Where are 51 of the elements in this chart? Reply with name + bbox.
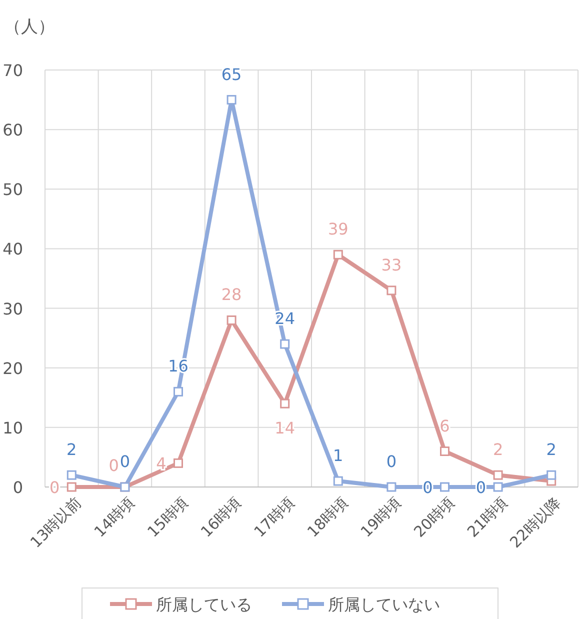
data-label: 6: [440, 416, 450, 436]
point: [546, 470, 556, 480]
x-tick-label: 15時頃: [144, 493, 192, 541]
point: [226, 95, 236, 105]
data-label: 2: [546, 440, 556, 460]
point: [493, 482, 503, 492]
point: [333, 476, 343, 486]
point: [66, 482, 76, 492]
data-label: 33: [381, 255, 402, 274]
y-axis-title: （人）: [4, 17, 55, 37]
point: [440, 482, 450, 492]
point: [280, 339, 290, 349]
legend-label: 所属している: [156, 595, 252, 614]
data-label: 28: [221, 285, 242, 304]
data-label: 65: [221, 64, 242, 84]
y-tick-label: 30: [2, 299, 23, 318]
x-tick-label: 13時以前: [26, 493, 85, 552]
x-tick-label: 16時頃: [197, 493, 245, 541]
y-tick-label: 0: [12, 478, 23, 497]
data-label: 2: [66, 440, 77, 460]
data-label: 4: [156, 454, 166, 474]
point: [174, 386, 183, 396]
point: [386, 482, 396, 492]
x-tick-label: 14時頃: [90, 493, 138, 541]
data-label: 0: [476, 478, 486, 497]
point: [386, 286, 396, 296]
data-label: 39: [328, 220, 348, 239]
x-tick-label: 17時頃: [250, 493, 298, 541]
point: [440, 446, 450, 456]
point: [333, 250, 343, 260]
legend-label: 所属していない: [328, 595, 440, 614]
data-label: 0: [386, 452, 397, 471]
point: [493, 470, 503, 480]
y-tick-label: 20: [2, 358, 23, 378]
point: [280, 398, 290, 408]
x-tick-label: 19時頃: [357, 493, 405, 541]
data-label: 2: [492, 440, 504, 460]
data-label: 1: [333, 446, 344, 466]
x-tick-label: 18時頃: [304, 493, 352, 541]
y-tick-label: 60: [2, 120, 23, 140]
x-tick-label: 22時以降: [506, 493, 564, 552]
y-tick-label: 50: [2, 180, 23, 200]
data-label: 0: [120, 452, 130, 471]
data-label: 0: [108, 456, 119, 475]
point: [226, 315, 236, 325]
y-tick-label: 10: [2, 418, 23, 438]
point: [174, 458, 183, 468]
point: [66, 470, 76, 480]
y-tick-label: 40: [2, 240, 23, 259]
y-tick-label: 70: [2, 61, 23, 80]
data-label: 14: [274, 418, 296, 438]
